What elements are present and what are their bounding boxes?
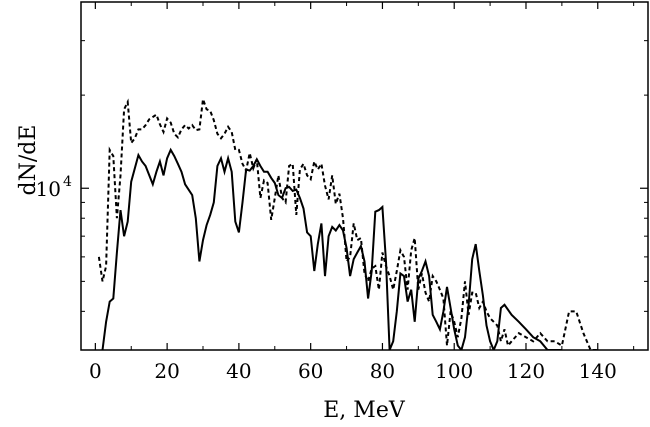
y-axis-label: dN/dE xyxy=(16,125,41,196)
x-tick-label: 60 xyxy=(298,359,323,383)
x-tick-label: 100 xyxy=(435,359,473,383)
x-tick-label: 0 xyxy=(89,359,102,383)
x-axis-label: E, MeV xyxy=(323,398,406,423)
series-layer xyxy=(97,98,598,350)
series-line-solid xyxy=(101,147,562,350)
x-tick-label: 120 xyxy=(507,359,545,383)
series-line-dashed xyxy=(97,98,598,350)
plot-frame xyxy=(80,1,649,351)
x-tick-label: 80 xyxy=(370,359,395,383)
y-axis: 10 4 xyxy=(36,1,648,351)
x-tick-label: 40 xyxy=(226,359,251,383)
x-axis: 0 20 40 60 80 100 120 140 xyxy=(89,2,635,383)
y-tick-label: 10 xyxy=(36,177,61,201)
x-tick-label: 20 xyxy=(154,359,179,383)
x-tick-label: 140 xyxy=(579,359,617,383)
y-tick-label-exponent: 4 xyxy=(63,174,72,190)
